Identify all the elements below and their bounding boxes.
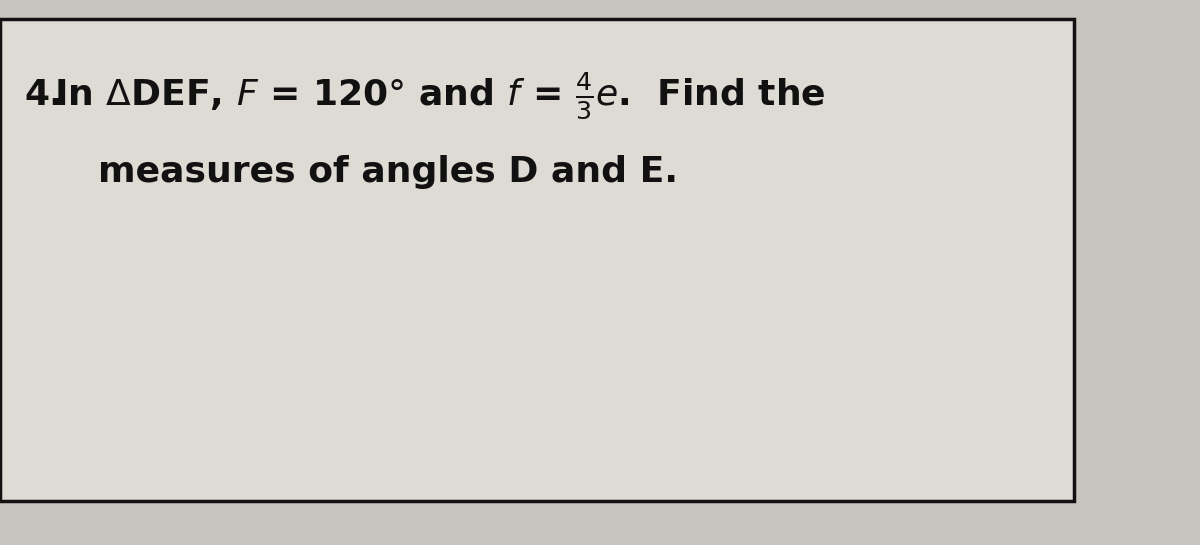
FancyBboxPatch shape — [0, 19, 1074, 501]
Text: 4.: 4. — [24, 78, 62, 112]
Text: measures of angles D and E.: measures of angles D and E. — [98, 155, 678, 189]
Text: In $\Delta$DEF, $F$ = 120$\degree$ and $f$ = $\frac{4}{3}$$e$.  Find the: In $\Delta$DEF, $F$ = 120$\degree$ and $… — [54, 70, 826, 121]
